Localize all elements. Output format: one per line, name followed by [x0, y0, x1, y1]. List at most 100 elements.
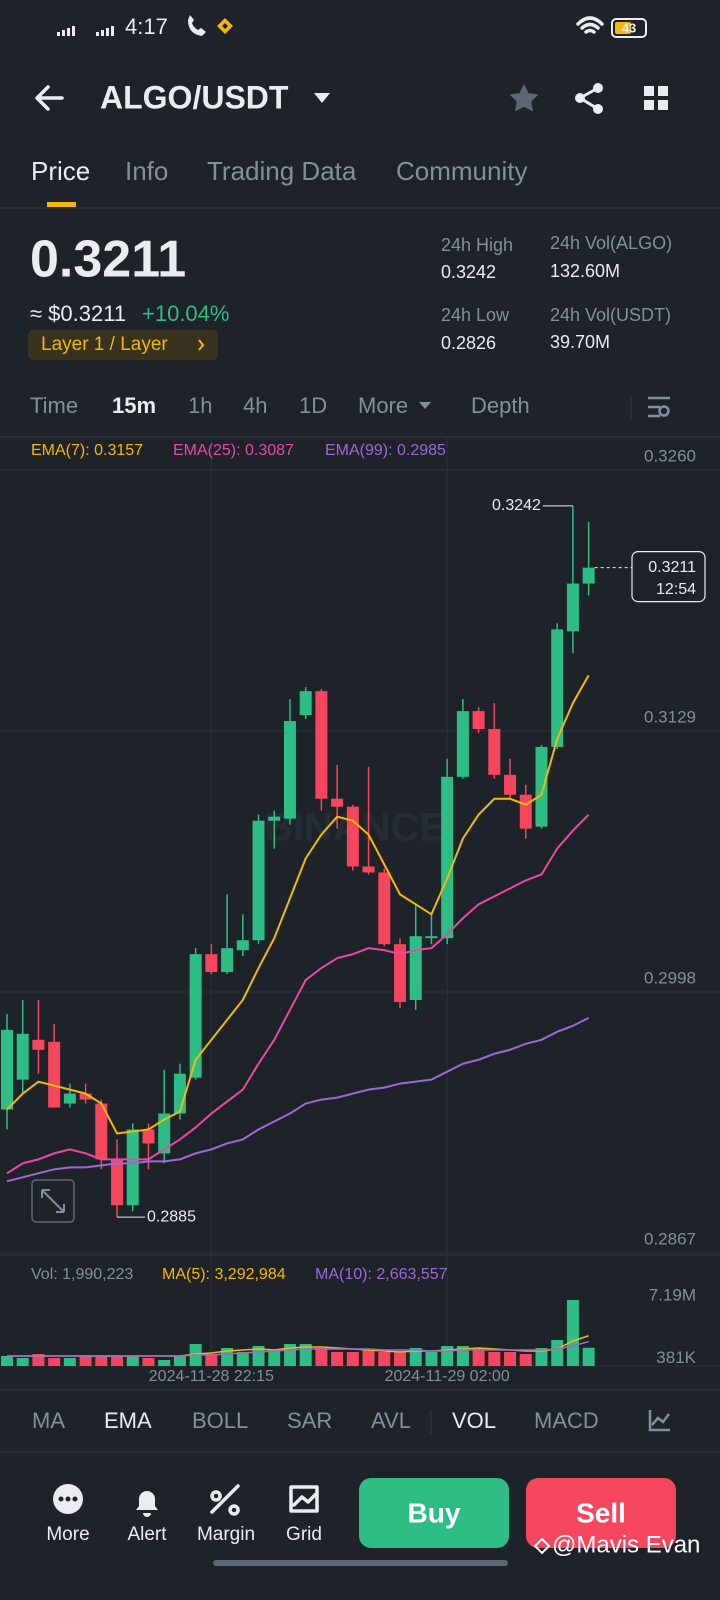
candle-body [394, 944, 406, 1002]
tag-chevron [198, 339, 205, 351]
margin-icon[interactable] [210, 1484, 240, 1516]
candle-body [315, 691, 328, 799]
candle-body [48, 1041, 61, 1108]
volume-bar [63, 1357, 76, 1366]
watermark-icon [533, 1537, 551, 1555]
signal-icons [57, 26, 114, 36]
ema-line [6, 1017, 590, 1183]
interval-more[interactable]: More [358, 393, 408, 418]
candle-body [126, 1129, 139, 1206]
low-label: 0.2885 [147, 1208, 196, 1225]
stat-label: 24h Vol(ALGO) [550, 233, 672, 253]
tab-community[interactable]: Community [396, 156, 527, 186]
call-icon [188, 15, 206, 36]
volume-bar [158, 1359, 171, 1366]
volume-bar [1, 1355, 13, 1366]
y-tick-label: 0.3129 [644, 707, 696, 726]
volume-bar [519, 1353, 532, 1366]
more-icon[interactable] [53, 1484, 83, 1514]
action-label[interactable]: Margin [197, 1524, 255, 1545]
volume-bar [236, 1351, 249, 1366]
y-tick-label: 0.2867 [644, 1229, 696, 1248]
action-label[interactable]: Grid [286, 1524, 322, 1545]
legend-entry: Vol: 1,990,223 [31, 1266, 133, 1283]
candle-body [158, 1113, 171, 1154]
back-button[interactable] [35, 85, 64, 111]
tag-text[interactable]: Layer 1 / Layer [41, 334, 168, 355]
tab-indicator [47, 202, 76, 207]
indicator-tab-active[interactable]: EMA [104, 1408, 152, 1433]
volume-bar [472, 1347, 485, 1366]
share-button[interactable] [575, 83, 603, 114]
buy-label[interactable]: Buy [408, 1497, 461, 1528]
volume-bar [16, 1357, 29, 1366]
tag-box[interactable] [28, 330, 218, 360]
candle-body [362, 866, 375, 873]
candle-body [488, 729, 501, 775]
interval[interactable]: Time [30, 393, 78, 418]
countdown-label: 12:54 [656, 581, 696, 598]
volume-bar [111, 1355, 124, 1366]
alert-icon[interactable] [136, 1491, 158, 1517]
candle-body [16, 1033, 29, 1080]
candle-body [63, 1093, 76, 1104]
volume-bar [268, 1349, 281, 1366]
volume-bar [535, 1347, 548, 1366]
battery-icon [611, 18, 647, 38]
candle-body [252, 820, 265, 941]
y-tick-label: 7.19M [649, 1285, 696, 1304]
interval[interactable]: 1h [188, 393, 212, 418]
volume-bar [32, 1353, 45, 1366]
tab-info[interactable]: Info [125, 156, 168, 186]
tab-price[interactable]: Price [31, 156, 90, 186]
interval[interactable]: 4h [243, 393, 267, 418]
indicator-tab[interactable]: MA [32, 1408, 65, 1433]
last-price-label: 0.3211 [648, 559, 696, 576]
volume-bar [126, 1355, 139, 1366]
battery-text: 43 [622, 20, 636, 35]
candle-body [346, 806, 359, 867]
candle-body [32, 1039, 45, 1050]
stat-label: 24h Low [441, 305, 510, 325]
price-change: +10.04% [142, 301, 229, 326]
volume-bar [252, 1345, 265, 1366]
stat-value: 0.2826 [441, 333, 496, 353]
indicator-tab[interactable]: AVL [371, 1408, 411, 1433]
candle-body [283, 721, 296, 819]
action-label[interactable]: Alert [127, 1524, 167, 1545]
interval-active[interactable]: 15m [112, 393, 156, 418]
legend-entry: EMA(7): 0.3157 [31, 442, 143, 459]
candle-body [504, 774, 517, 795]
sell-label[interactable]: Sell [576, 1497, 626, 1528]
candle-body [268, 816, 281, 821]
candle-body [582, 567, 595, 584]
sell-button[interactable] [526, 1478, 676, 1548]
indicator-tab[interactable]: SAR [287, 1408, 332, 1433]
buy-button[interactable] [359, 1478, 509, 1548]
candle-body [173, 1073, 186, 1114]
action-label[interactable]: More [46, 1524, 89, 1545]
pair-title[interactable]: ALGO/USDT [100, 79, 289, 115]
grid-icon[interactable] [289, 1485, 319, 1513]
stat-value: 39.70M [550, 332, 610, 352]
candle-body [299, 691, 312, 716]
pair-dropdown[interactable] [314, 93, 330, 103]
chart-settings[interactable] [648, 396, 670, 418]
indicator-settings[interactable] [648, 1410, 670, 1432]
favorite-button[interactable] [509, 84, 539, 112]
tab-trading-data[interactable]: Trading Data [207, 156, 357, 186]
indicator-tab[interactable]: MACD [534, 1408, 599, 1433]
high-label: 0.3242 [492, 497, 541, 514]
last-price-box [631, 551, 706, 603]
depth-tab[interactable]: Depth [471, 393, 530, 418]
ema-line [6, 674, 590, 1135]
indicator-tab[interactable]: BOLL [192, 1408, 248, 1433]
legend-entry: EMA(25): 0.3087 [173, 442, 294, 459]
volume-bar [95, 1355, 108, 1366]
indicator-tab-active[interactable]: VOL [452, 1408, 496, 1433]
interval[interactable]: 1D [299, 393, 327, 418]
legend-entry: MA(5): 3,292,984 [162, 1266, 286, 1283]
layout-button[interactable] [644, 86, 668, 110]
